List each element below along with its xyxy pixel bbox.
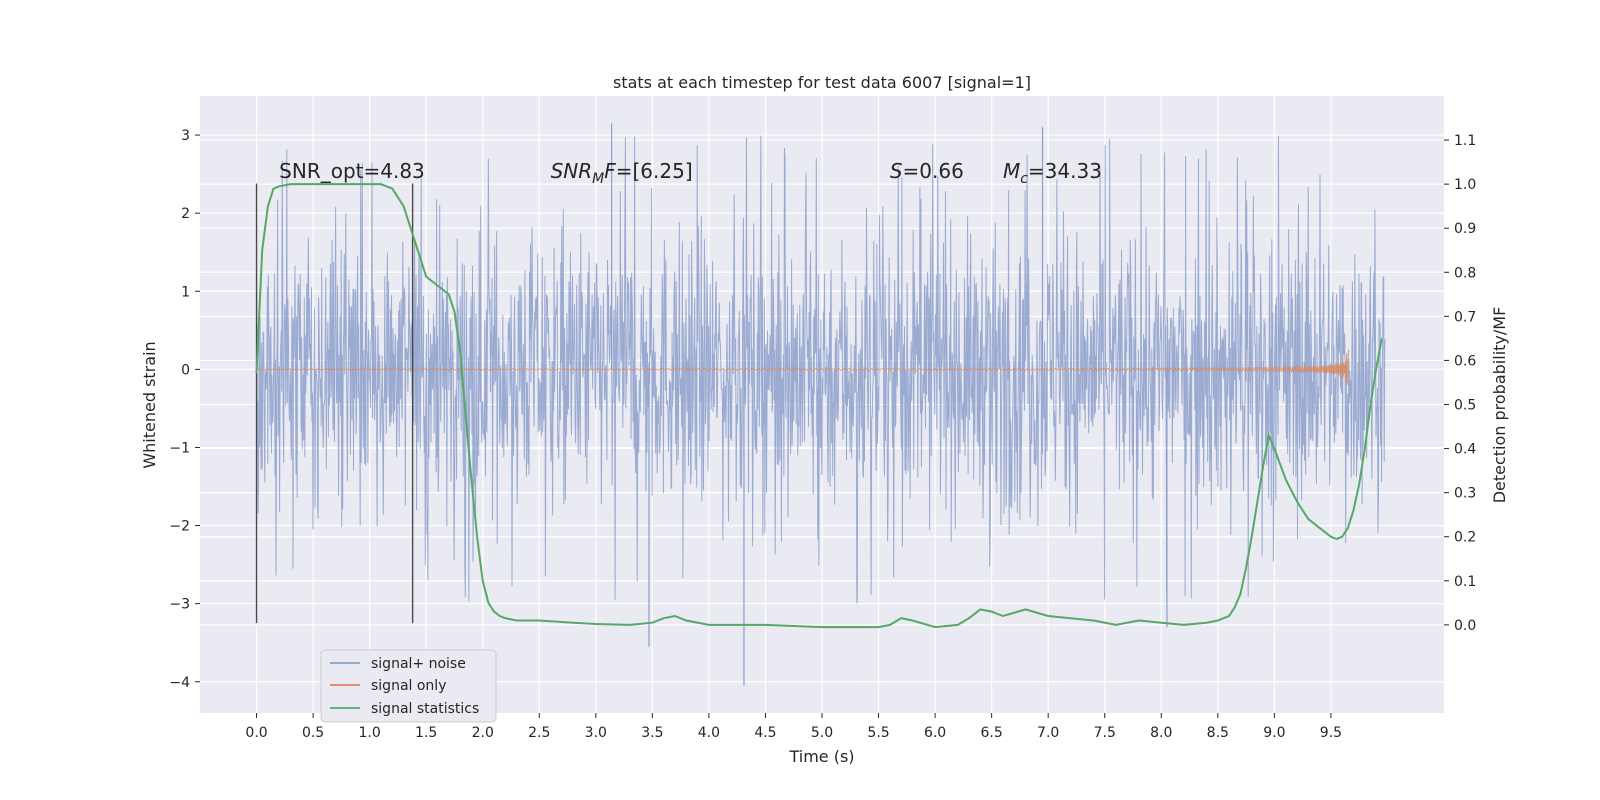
signal-only-series [256, 349, 1350, 386]
y2-tick-label: 0.7 [1454, 309, 1476, 325]
x-tick-label: 2.0 [472, 725, 494, 741]
x-tick-label: 5.0 [811, 725, 833, 741]
y-tick-label: −4 [169, 675, 190, 691]
y2-tick-label: 0.6 [1454, 353, 1476, 369]
x-tick-label: 6.0 [924, 725, 946, 741]
y2-tick-label: 0.9 [1454, 221, 1476, 237]
y2-tick-label: 0.5 [1454, 398, 1476, 414]
y2-tick-label: 0.8 [1454, 265, 1476, 281]
x-tick-label: 6.5 [981, 725, 1003, 741]
annotation: SNRMF=[6.25] [551, 159, 693, 187]
y2-axis-ticks: 1.1 1.0 0.9 0.8 0.7 0.6 0.5 0.4 0.3 0.2 0.1 0.0 [1444, 133, 1476, 634]
y-tick-label: 2 [181, 206, 190, 222]
x-tick-label: 8.0 [1150, 725, 1172, 741]
x-tick-label: 3.5 [641, 725, 663, 741]
signal-statistics-line [255, 183, 1383, 629]
x-tick-label: 4.5 [754, 725, 776, 741]
y-tick-label: −1 [169, 440, 190, 456]
x-tick-label: 1.0 [359, 725, 381, 741]
vertical-markers [255, 183, 414, 624]
y-axis-label: Whitened strain [140, 341, 159, 468]
y2-tick-label: 1.1 [1454, 133, 1476, 149]
x-tick-label: 1.5 [415, 725, 437, 741]
noise-trace [256, 135, 1386, 604]
x-tick-label: 7.0 [1037, 725, 1059, 741]
y-tick-label: 1 [181, 284, 190, 300]
signal-only-trace [256, 349, 1350, 386]
x-tick-label: 4.0 [698, 725, 720, 741]
y2-tick-label: 0.3 [1454, 486, 1476, 502]
legend: signal+ noise signal only signal statist… [320, 649, 497, 723]
x-axis-ticks: 0.0 0.5 1.0 1.5 2.0 2.5 3.0 3.5 4.0 4.5 5.0 5.5 6.0 6… [245, 713, 1342, 741]
legend-label-noise: signal+ noise [371, 656, 466, 672]
chart-title: stats at each timestep for test data 600… [613, 73, 1031, 92]
annotations: SNR_opt=4.83 SNRMF=[6.25] S=0.66 Mc=34.33 [279, 159, 1102, 187]
annotation: S=0.66 [890, 159, 964, 183]
y-tick-label: −3 [169, 597, 190, 613]
legend-box [320, 649, 497, 723]
x-tick-label: 7.5 [1094, 725, 1116, 741]
x-tick-label: 9.5 [1320, 725, 1342, 741]
x-tick-label: 9.0 [1263, 725, 1285, 741]
x-tick-label: 0.5 [302, 725, 324, 741]
y2-tick-label: 0.4 [1454, 442, 1476, 458]
x-tick-label: 2.5 [528, 725, 550, 741]
y2-axis-label: Detection probability/MF [1490, 307, 1509, 504]
y-tick-label: −2 [169, 519, 190, 535]
x-tick-label: 8.5 [1207, 725, 1229, 741]
signal-statistics-series [255, 183, 1383, 629]
legend-label-signal: signal only [371, 678, 446, 694]
x-tick-label: 5.5 [867, 725, 889, 741]
x-tick-label: 3.0 [585, 725, 607, 741]
y2-tick-label: 0.1 [1454, 574, 1476, 590]
y2-tick-label: 1.0 [1454, 177, 1476, 193]
annotation: Mc=34.33 [1003, 159, 1102, 187]
y2-tick-label: 0.2 [1454, 530, 1476, 546]
noise-series [256, 123, 1386, 686]
y-tick-label: 0 [181, 362, 190, 378]
y2-tick-label: 0.0 [1454, 618, 1476, 634]
x-axis-label: Time (s) [788, 747, 854, 766]
y-axis-ticks: 3 2 1 0 −1 −2 −3 −4 [169, 128, 200, 691]
x-tick-label: 0.0 [245, 725, 267, 741]
legend-label-stats: signal statistics [371, 701, 479, 717]
annotation: SNR_opt=4.83 [279, 159, 425, 183]
y-tick-label: 3 [181, 128, 190, 144]
